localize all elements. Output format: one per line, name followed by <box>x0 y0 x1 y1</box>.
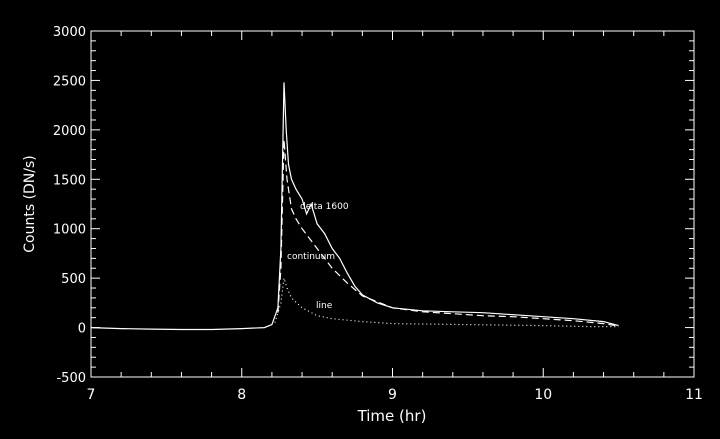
annotation-continuum: continuum <box>287 252 335 262</box>
y-tick-label: 3000 <box>53 25 86 40</box>
x-axis-label: Time (hr) <box>357 407 427 425</box>
y-tick-label: 2000 <box>53 124 86 139</box>
ticks: 7 8 9 10 11 -500 0 500 1000 1500 2000 2500 3000 <box>53 25 703 403</box>
x-tick-label: 11 <box>685 387 703 403</box>
y-tick-label: -500 <box>56 371 86 386</box>
x-tick-label: 9 <box>388 387 397 403</box>
y-tick-label: 1000 <box>53 223 86 238</box>
y-tick-label: 0 <box>78 322 86 337</box>
y-axis-label: Counts (DN/s) <box>22 155 38 253</box>
x-tick-label: 8 <box>237 387 246 403</box>
y-tick-label: 1500 <box>53 173 86 188</box>
series-line-delta-1600 <box>90 82 619 331</box>
y-tick-label: 2500 <box>53 74 86 89</box>
x-tick-label: 10 <box>534 387 552 403</box>
x-tick-label: 7 <box>87 387 96 403</box>
series-group <box>90 82 619 331</box>
annotation-delta-1600: delta 1600 <box>300 202 349 212</box>
series-line-line <box>274 277 619 328</box>
y-tick-label: 500 <box>61 272 86 287</box>
plot-frame <box>90 30 695 378</box>
series-line-continuum <box>277 139 619 327</box>
annotation-line: line <box>316 301 333 311</box>
